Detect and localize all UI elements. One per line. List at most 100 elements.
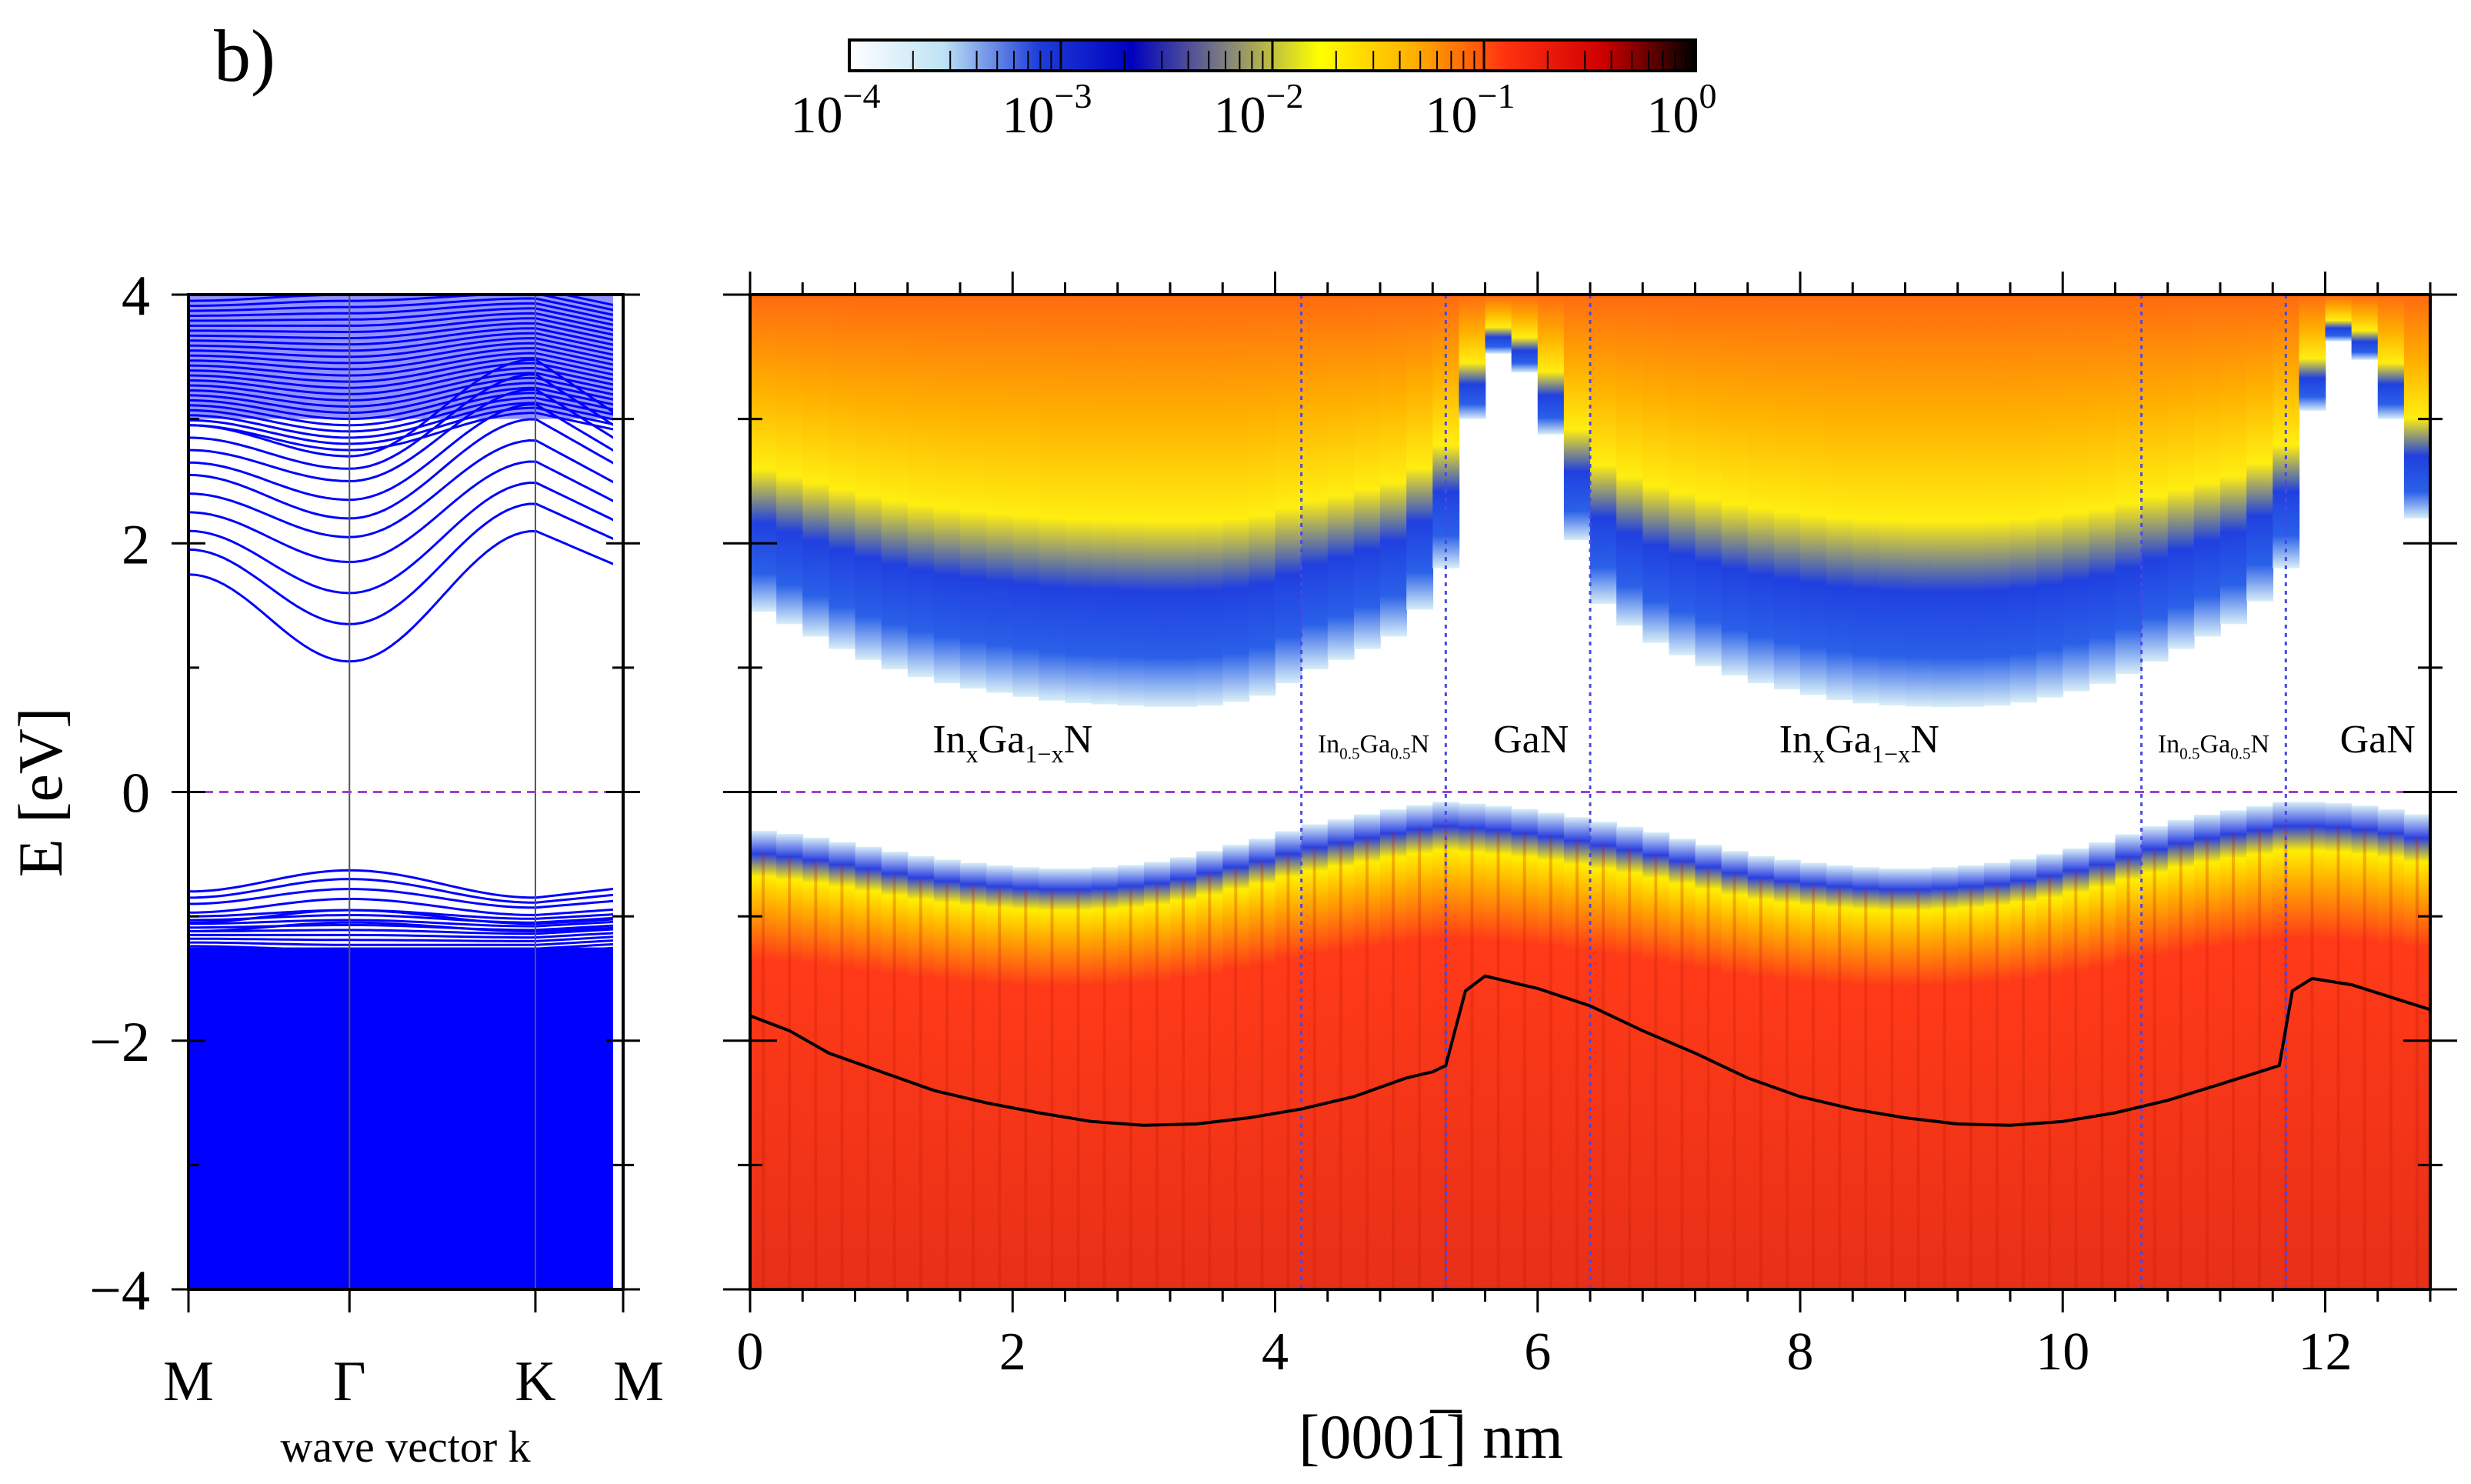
colorbar-tick-exponent: −3 bbox=[1055, 76, 1092, 115]
conduction-ldos-column bbox=[1327, 295, 1355, 660]
valence-ldos-column bbox=[1249, 839, 1276, 1289]
region-label-subscript: 1−x bbox=[1872, 740, 1910, 768]
conduction-band-line bbox=[188, 297, 623, 318]
valence-ldos-column bbox=[1669, 839, 1696, 1289]
conduction-band-line bbox=[188, 322, 623, 343]
conduction-ldos-column bbox=[2167, 295, 2195, 649]
valence-ldos-column bbox=[1012, 867, 1040, 1289]
conduction-ldos-column bbox=[802, 295, 830, 637]
valence-band-line bbox=[188, 888, 623, 909]
band-x-axis-label: wave vector k bbox=[280, 1422, 530, 1472]
valence-ldos-column bbox=[1275, 831, 1302, 1289]
region-label: In0.5Ga0.5N bbox=[1318, 730, 1429, 763]
region-label-subscript: 0.5 bbox=[1339, 744, 1359, 762]
band-y-tick-label: 2 bbox=[122, 513, 150, 576]
region-label-part: Ga bbox=[1825, 718, 1872, 762]
ldos-panel: 0 2 4 6 8 10 12 InxGa1−xN In0.5Ga0.5N GaN InxGa1−… bbox=[723, 272, 2457, 1472]
conduction-ldos-column bbox=[2299, 295, 2326, 411]
valence-band-line bbox=[188, 931, 623, 939]
k-point-label: K bbox=[515, 1350, 555, 1413]
conduction-band-line bbox=[188, 412, 623, 452]
valence-ldos-column bbox=[1432, 802, 1460, 1289]
valence-ldos-column bbox=[1879, 868, 1906, 1289]
valence-ldos-column bbox=[960, 862, 987, 1289]
conduction-ldos-column bbox=[907, 295, 935, 677]
conduction-band-line bbox=[188, 337, 623, 358]
conduction-ldos-column bbox=[2246, 295, 2274, 602]
conduction-band-line bbox=[188, 403, 623, 502]
region-label-part: N bbox=[1910, 718, 1939, 762]
ldos-x-tick-label: 8 bbox=[1787, 1322, 1814, 1382]
valence-ldos-column bbox=[1905, 868, 1932, 1289]
ldos-x-tick-labels: 0 2 4 6 8 10 12 bbox=[737, 1322, 2353, 1382]
conduction-ldos-column bbox=[1590, 295, 1617, 605]
region-label-part: In bbox=[2158, 730, 2179, 759]
panel-label: b) bbox=[214, 15, 275, 97]
conduction-band-line bbox=[188, 388, 623, 482]
valence-ldos-column bbox=[1852, 867, 1880, 1289]
conduction-ldos-column bbox=[1773, 295, 1801, 690]
region-label-part: Ga bbox=[1360, 730, 1391, 759]
valence-ldos-column bbox=[1196, 851, 1224, 1289]
conduction-ldos-column bbox=[1353, 295, 1381, 649]
region-label-subscript: 0.5 bbox=[2230, 744, 2250, 762]
region-label-part: N bbox=[1411, 730, 1430, 759]
valence-ldos-column bbox=[1406, 805, 1434, 1289]
valence-band-line bbox=[188, 878, 623, 904]
valence-ldos-column bbox=[1590, 822, 1617, 1289]
conduction-ldos-column bbox=[2010, 295, 2037, 703]
valence-ldos-column bbox=[2325, 803, 2353, 1289]
region-label: In0.5Ga0.5N bbox=[2158, 730, 2269, 763]
conduction-band-line bbox=[188, 317, 623, 338]
valence-ldos-column bbox=[1459, 803, 1486, 1289]
valence-ldos-column bbox=[1642, 832, 1670, 1289]
valence-ldos-column bbox=[1091, 867, 1119, 1289]
conduction-band-line bbox=[188, 356, 623, 383]
conduction-ldos-column bbox=[1669, 295, 1696, 655]
conduction-ldos-column bbox=[2193, 295, 2221, 637]
valence-ldos-column bbox=[2141, 825, 2169, 1289]
conduction-ldos-column bbox=[1826, 295, 1854, 700]
conduction-band-line bbox=[188, 392, 623, 427]
valence-ldos-column bbox=[1039, 868, 1066, 1289]
conduction-ldos-column bbox=[1879, 295, 1906, 705]
valence-ldos-column bbox=[2220, 810, 2247, 1289]
valence-ldos-column bbox=[1957, 865, 1985, 1289]
valence-ldos-column bbox=[2193, 814, 2221, 1289]
conduction-ldos-column bbox=[933, 295, 961, 684]
region-label-part: In bbox=[932, 718, 965, 762]
conduction-ldos-column bbox=[1196, 295, 1224, 706]
valence-ldos-column bbox=[1563, 817, 1591, 1289]
valence-ldos-column bbox=[1695, 845, 1722, 1289]
valence-ldos-column bbox=[1301, 824, 1329, 1289]
conduction-band-line bbox=[188, 307, 623, 328]
region-labels: InxGa1−xN In0.5Ga0.5N GaN InxGa1−xN In0.5Ga0… bbox=[932, 718, 2416, 768]
conduction-ldos-column bbox=[2036, 295, 2064, 698]
conduction-ldos-column bbox=[2377, 295, 2405, 419]
conduction-ldos-column bbox=[1222, 295, 1250, 702]
conduction-ldos-column bbox=[1065, 295, 1092, 703]
conduction-band-line bbox=[188, 529, 623, 663]
colorbar-tick-base: 10 bbox=[1426, 85, 1478, 144]
conduction-band-line bbox=[188, 312, 623, 333]
conduction-ldos-column bbox=[1957, 295, 1985, 707]
region-label-subscript: x bbox=[966, 740, 979, 768]
ldos-x-axis-label: [0001̅] nm bbox=[1299, 1402, 1563, 1472]
region-label: InxGa1−xN bbox=[932, 718, 1092, 768]
conduction-ldos-column bbox=[2141, 295, 2169, 662]
valence-ldos-column bbox=[1931, 867, 1959, 1289]
conduction-ldos-column bbox=[1537, 295, 1565, 435]
region-label-part: N bbox=[2251, 730, 2270, 759]
colorbar-tick-label: 100 bbox=[1647, 76, 1717, 144]
colorbar-tick-label: 10−4 bbox=[791, 76, 881, 144]
band-axis-ticks bbox=[172, 293, 640, 1312]
conduction-ldos-column bbox=[1170, 295, 1197, 707]
region-label: GaN bbox=[2340, 718, 2416, 762]
colorbar-ticks bbox=[848, 40, 1697, 71]
region-label-part: N bbox=[1064, 718, 1093, 762]
valence-band-line bbox=[188, 909, 623, 920]
valence-ldos-column bbox=[829, 842, 856, 1289]
region-label: InxGa1−xN bbox=[1779, 718, 1939, 768]
conduction-ldos-column bbox=[1563, 295, 1591, 541]
valence-ldos-column bbox=[2377, 809, 2405, 1289]
